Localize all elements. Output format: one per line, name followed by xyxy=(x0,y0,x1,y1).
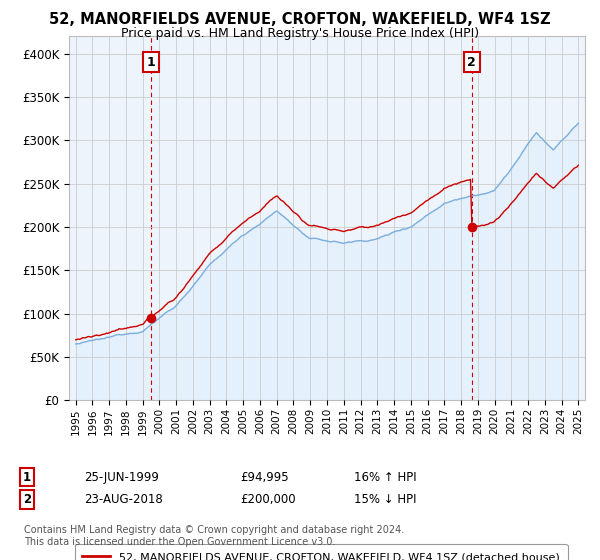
Text: 15% ↓ HPI: 15% ↓ HPI xyxy=(354,493,416,506)
Text: Contains HM Land Registry data © Crown copyright and database right 2024.
This d: Contains HM Land Registry data © Crown c… xyxy=(24,525,404,547)
Text: £94,995: £94,995 xyxy=(240,470,289,484)
Text: Price paid vs. HM Land Registry's House Price Index (HPI): Price paid vs. HM Land Registry's House … xyxy=(121,27,479,40)
Text: 23-AUG-2018: 23-AUG-2018 xyxy=(84,493,163,506)
Text: 1: 1 xyxy=(23,470,31,484)
Legend: 52, MANORFIELDS AVENUE, CROFTON, WAKEFIELD, WF4 1SZ (detached house), HPI: Avera: 52, MANORFIELDS AVENUE, CROFTON, WAKEFIE… xyxy=(74,544,568,560)
Text: 16% ↑ HPI: 16% ↑ HPI xyxy=(354,470,416,484)
Text: 1: 1 xyxy=(146,56,155,69)
Text: 2: 2 xyxy=(467,56,476,69)
Text: 2: 2 xyxy=(23,493,31,506)
Text: £200,000: £200,000 xyxy=(240,493,296,506)
Text: 25-JUN-1999: 25-JUN-1999 xyxy=(84,470,159,484)
Text: 52, MANORFIELDS AVENUE, CROFTON, WAKEFIELD, WF4 1SZ: 52, MANORFIELDS AVENUE, CROFTON, WAKEFIE… xyxy=(49,12,551,27)
